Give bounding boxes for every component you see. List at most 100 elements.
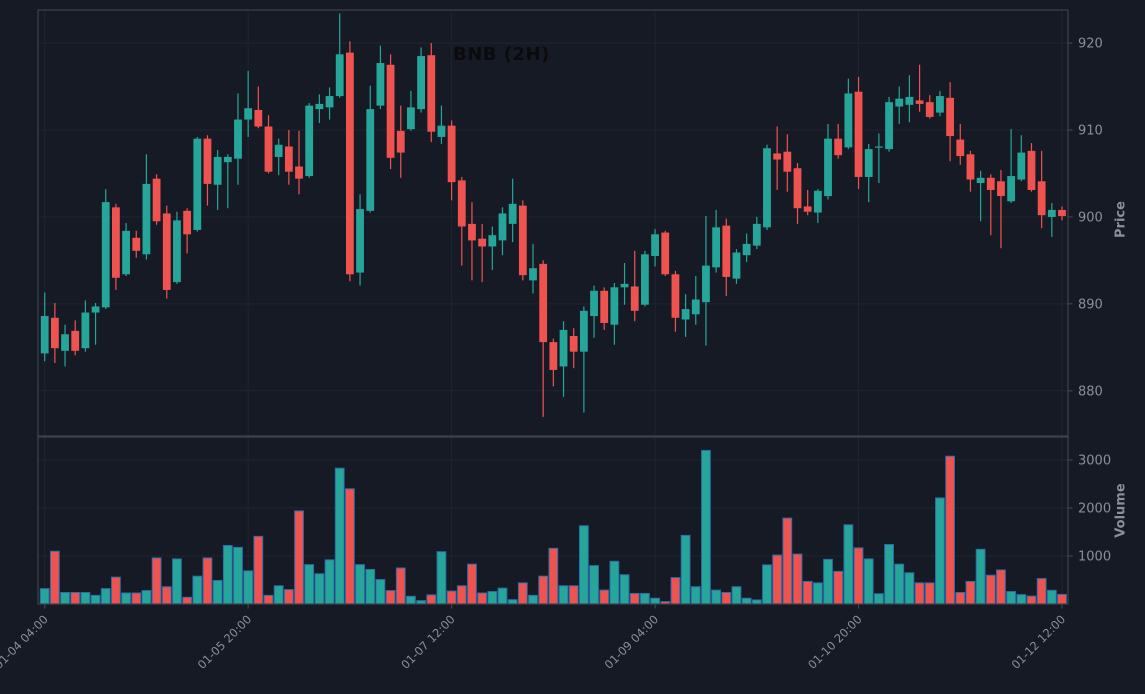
candle-body [864, 149, 873, 177]
volume-bar [141, 590, 152, 605]
candle-body [457, 180, 466, 227]
candle-body [905, 96, 914, 105]
candle-body [844, 93, 853, 148]
volume-bar [283, 589, 294, 605]
volume-bar [528, 594, 538, 605]
volume-bar [324, 559, 335, 605]
candle-body [203, 138, 212, 184]
candle-body [81, 312, 90, 349]
candle-body [539, 263, 548, 343]
volume-bar [273, 585, 284, 605]
volume-bar [406, 595, 416, 605]
candle-body [803, 206, 812, 212]
volume-bar [762, 564, 772, 605]
volume-bar [49, 550, 60, 605]
candle-body [793, 168, 802, 209]
volume-bar [945, 455, 955, 605]
volume-axis-label: Volume [1113, 483, 1129, 538]
volume-bar [294, 510, 304, 605]
candle-body [152, 178, 161, 222]
volume-bar [222, 544, 233, 605]
candle-body [610, 287, 619, 325]
volume-bar [172, 558, 182, 605]
volume-bar [975, 548, 986, 605]
candle-body [976, 177, 985, 184]
time-tick-label: 01-10 20:00 [805, 612, 865, 672]
candle-body [112, 207, 120, 278]
candle-body [1047, 209, 1056, 217]
candle-body [335, 54, 344, 97]
volume-bar [578, 525, 589, 605]
volume-bar [894, 563, 905, 605]
candle-body [173, 220, 181, 283]
volume-bar [711, 589, 722, 605]
volume-bar [721, 591, 732, 605]
volume-bar [39, 588, 50, 605]
candle-body [50, 317, 59, 349]
volume-bar [446, 590, 457, 605]
volume-bar [751, 599, 762, 605]
candle-body [936, 96, 944, 113]
candle-body [264, 126, 273, 172]
candle-body [234, 119, 242, 159]
candle-body [895, 98, 904, 107]
candle-body [488, 235, 497, 247]
volume-bar [395, 567, 406, 605]
candle-body [223, 156, 232, 163]
volume-tick-label: 2000 [1078, 502, 1111, 517]
volume-bar [477, 592, 488, 605]
candle-body [600, 290, 609, 323]
candle-body [498, 213, 507, 241]
volume-bar [558, 585, 569, 605]
volume-bar [823, 558, 833, 605]
volume-bar [731, 586, 742, 605]
volume-bar [935, 497, 945, 605]
volume-bar [924, 582, 935, 605]
candle-body [122, 230, 130, 275]
candle-body [712, 227, 721, 268]
volume-bar [965, 580, 976, 605]
volume-bars [39, 449, 1067, 605]
time-tick-label: 01-12 12:00 [1009, 612, 1069, 672]
candle-body [254, 109, 263, 127]
price-tick-label: 890 [1078, 297, 1103, 312]
candle-body [345, 52, 354, 275]
candle-body [722, 225, 731, 277]
candle-body [752, 223, 761, 246]
candle-body [620, 283, 629, 288]
candle-body [956, 139, 965, 157]
candle-body [661, 232, 670, 275]
candle-body [569, 336, 578, 352]
volume-bar [1057, 593, 1067, 605]
volume-bar [131, 592, 142, 605]
volume-bar [904, 572, 915, 605]
volume-bar [202, 557, 213, 605]
candle-body [407, 107, 415, 130]
candle-body [447, 125, 456, 183]
volume-bar [772, 554, 783, 605]
volume-bar [1016, 594, 1027, 605]
volume-bar [233, 546, 243, 605]
candle-body [386, 64, 395, 158]
candle-body [732, 252, 741, 279]
volume-bar [365, 568, 376, 605]
volume-bar [375, 579, 386, 605]
candle-body [590, 290, 598, 317]
price-tick-labels: 880 890 900 910 920 [1068, 37, 1103, 399]
candle-body [1037, 181, 1046, 216]
price-tick-label: 900 [1078, 210, 1103, 225]
volume-bar [629, 592, 640, 605]
volume-tick-label: 1000 [1078, 550, 1111, 565]
candle-body [763, 148, 771, 228]
candle-body [946, 97, 954, 137]
candle-body [885, 102, 893, 150]
candle-body [702, 265, 710, 303]
candle-body [295, 166, 303, 179]
volume-bar [497, 587, 508, 605]
time-tick-label: 01-07 12:00 [398, 612, 458, 672]
candle-body [783, 151, 792, 172]
candle-body [681, 309, 690, 320]
volume-bar [263, 594, 274, 605]
candle-body [966, 154, 975, 180]
volume-bar [690, 586, 701, 605]
